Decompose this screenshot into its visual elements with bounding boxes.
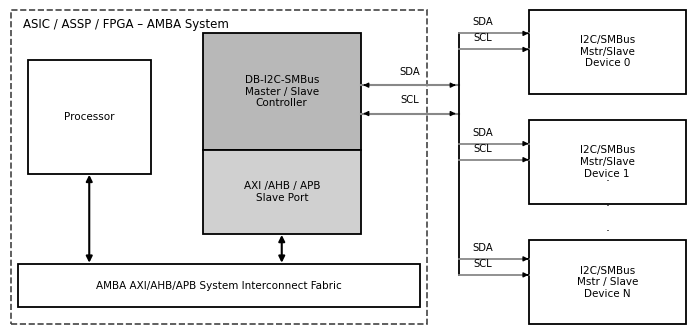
Text: DB-I2C-SMBus
Master / Slave
Controller: DB-I2C-SMBus Master / Slave Controller <box>244 75 319 108</box>
Text: SDA: SDA <box>473 128 494 138</box>
Text: I2C/SMBus
Mstr/Slave
Device 1: I2C/SMBus Mstr/Slave Device 1 <box>580 145 635 179</box>
Text: .
.
.: . . . <box>606 171 610 233</box>
Text: SDA: SDA <box>473 17 494 27</box>
Bar <box>18 264 420 307</box>
Text: SDA: SDA <box>399 67 420 77</box>
Text: SCL: SCL <box>474 259 492 269</box>
Text: SCL: SCL <box>474 33 492 43</box>
Text: ASIC / ASSP / FPGA – AMBA System: ASIC / ASSP / FPGA – AMBA System <box>23 18 229 31</box>
Text: SCL: SCL <box>400 95 419 105</box>
Text: Processor: Processor <box>64 112 115 122</box>
Text: AMBA AXI/AHB/APB System Interconnect Fabric: AMBA AXI/AHB/APB System Interconnect Fab… <box>96 281 342 291</box>
Text: SDA: SDA <box>473 243 494 253</box>
Bar <box>203 150 360 234</box>
Bar <box>10 10 427 324</box>
Bar <box>528 240 686 324</box>
Bar <box>28 60 150 174</box>
Text: I2C/SMBus
Mstr / Slave
Device N: I2C/SMBus Mstr / Slave Device N <box>577 266 638 299</box>
Text: AXI /AHB / APB
Slave Port: AXI /AHB / APB Slave Port <box>244 181 320 202</box>
Bar <box>203 33 360 150</box>
Bar <box>528 10 686 94</box>
Bar <box>528 120 686 204</box>
Text: SCL: SCL <box>474 144 492 154</box>
Text: I2C/SMBus
Mstr/Slave
Device 0: I2C/SMBus Mstr/Slave Device 0 <box>580 35 635 68</box>
